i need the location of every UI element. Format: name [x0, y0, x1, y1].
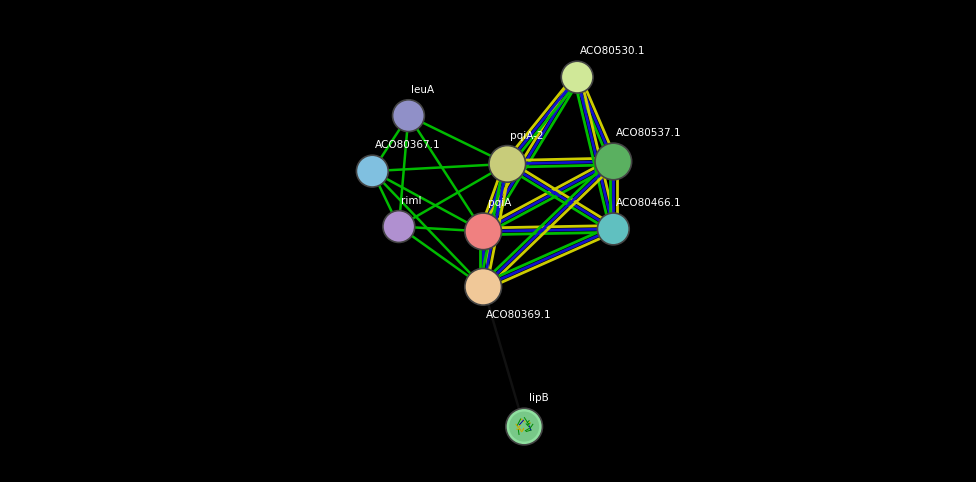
Text: pqiA-2: pqiA-2 [509, 131, 544, 141]
Text: ACO80367.1: ACO80367.1 [375, 140, 440, 150]
Circle shape [597, 213, 630, 245]
Circle shape [465, 268, 502, 305]
Text: pqiA: pqiA [488, 198, 511, 208]
Circle shape [392, 100, 425, 132]
Circle shape [489, 146, 526, 182]
Circle shape [561, 61, 593, 93]
Circle shape [465, 213, 502, 250]
Text: ACO80466.1: ACO80466.1 [616, 198, 681, 208]
Text: ACO80530.1: ACO80530.1 [580, 46, 645, 56]
Circle shape [509, 412, 539, 442]
Text: leuA: leuA [411, 85, 434, 95]
Circle shape [506, 408, 543, 445]
Text: ACO80369.1: ACO80369.1 [486, 310, 551, 320]
Circle shape [595, 143, 631, 180]
Circle shape [356, 155, 388, 187]
Text: ACO80537.1: ACO80537.1 [616, 128, 681, 138]
Text: lipB: lipB [529, 393, 549, 403]
Text: rimI: rimI [401, 196, 422, 206]
Circle shape [383, 211, 415, 242]
